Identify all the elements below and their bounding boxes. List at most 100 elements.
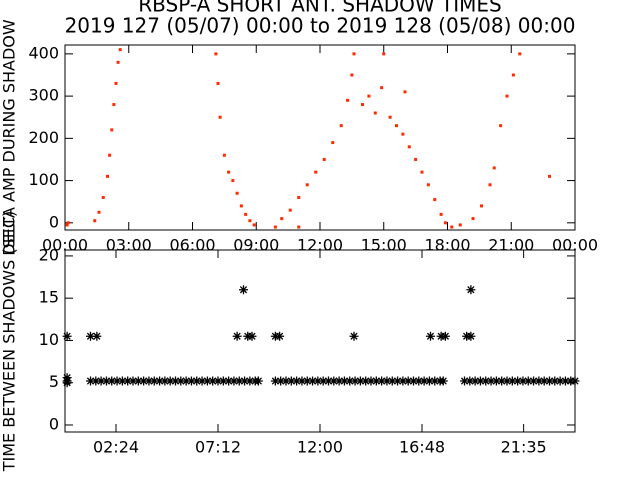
data-point — [231, 179, 235, 183]
data-point — [181, 376, 191, 386]
data-point — [227, 170, 231, 174]
data-point — [213, 376, 223, 386]
data-point — [313, 376, 323, 386]
data-point — [373, 111, 377, 115]
data-point — [218, 376, 228, 386]
data-point — [350, 73, 354, 77]
data-point — [550, 376, 560, 386]
data-point — [297, 376, 307, 386]
data-point — [470, 376, 480, 386]
data-point — [555, 376, 565, 386]
data-point — [133, 376, 143, 386]
data-point — [86, 331, 95, 341]
data-point — [192, 376, 202, 386]
data-point — [144, 376, 154, 386]
data-point — [248, 219, 252, 223]
data-point — [523, 376, 533, 386]
data-point — [62, 331, 72, 341]
y-tick-label: 5 — [49, 372, 59, 391]
data-point — [548, 174, 551, 178]
data-point — [361, 103, 364, 107]
data-point — [286, 376, 296, 386]
x-tick-label: 09:00 — [233, 236, 279, 255]
data-point — [480, 204, 483, 208]
data-point — [106, 174, 109, 178]
y-tick-label: 200 — [28, 128, 59, 147]
data-point — [244, 212, 248, 216]
y-tick-label: 0 — [49, 414, 59, 433]
data-point — [171, 376, 180, 386]
data-point — [305, 183, 309, 187]
data-point — [128, 376, 138, 386]
data-point — [108, 153, 112, 157]
data-point — [123, 376, 133, 386]
data-point — [302, 376, 312, 386]
data-point — [112, 376, 122, 386]
data-point — [331, 141, 335, 145]
y-tick-label: 15 — [39, 288, 59, 307]
data-point — [139, 376, 149, 386]
data-point — [240, 376, 250, 386]
data-point — [414, 157, 418, 161]
data-point — [426, 183, 430, 187]
data-point — [382, 52, 386, 56]
data-point — [247, 331, 257, 341]
data-point — [424, 376, 434, 386]
data-point — [438, 376, 448, 386]
data-point — [165, 376, 175, 386]
data-point — [176, 376, 186, 386]
data-point — [202, 376, 212, 386]
data-point — [239, 285, 248, 295]
x-tick-label: 15:00 — [361, 236, 407, 255]
data-point — [329, 376, 339, 386]
data-point — [488, 183, 492, 187]
data-point — [276, 376, 286, 386]
data-point — [377, 376, 387, 386]
data-point — [545, 376, 554, 386]
data-point — [234, 376, 244, 386]
data-point — [214, 52, 218, 56]
data-point — [371, 376, 381, 386]
data-point — [149, 376, 159, 386]
data-point — [292, 376, 302, 386]
data-point — [518, 52, 522, 56]
data-point — [216, 81, 220, 85]
data-point — [218, 115, 222, 119]
data-point — [409, 376, 418, 386]
data-point — [382, 376, 392, 386]
data-point — [393, 376, 403, 386]
x-tick-label: 03:00 — [106, 236, 152, 255]
data-point — [222, 153, 226, 157]
data-point — [507, 376, 517, 386]
data-point — [339, 376, 349, 386]
data-point — [529, 376, 539, 386]
data-point — [407, 145, 411, 149]
data-point — [439, 212, 443, 216]
data-point — [350, 376, 360, 386]
data-point — [430, 376, 440, 386]
data-point — [398, 376, 408, 386]
data-point — [334, 376, 344, 386]
data-point — [349, 331, 359, 341]
x-tick-label: 02:24 — [93, 438, 139, 457]
data-point — [324, 376, 333, 386]
y-tick-label: 400 — [28, 43, 59, 62]
data-point — [388, 115, 392, 119]
data-point — [475, 376, 485, 386]
data-point — [534, 376, 544, 386]
data-point — [235, 191, 239, 195]
data-point — [208, 376, 218, 386]
x-tick-label: 21:00 — [488, 236, 534, 255]
data-point — [253, 376, 263, 386]
data-point — [224, 376, 234, 386]
data-point — [346, 98, 350, 102]
data-point — [239, 204, 243, 208]
data-point — [197, 376, 207, 386]
data-point — [366, 376, 376, 386]
data-point — [322, 157, 326, 161]
data-point — [270, 376, 280, 386]
data-point — [401, 132, 405, 136]
x-tick-label: 16:48 — [399, 438, 445, 457]
